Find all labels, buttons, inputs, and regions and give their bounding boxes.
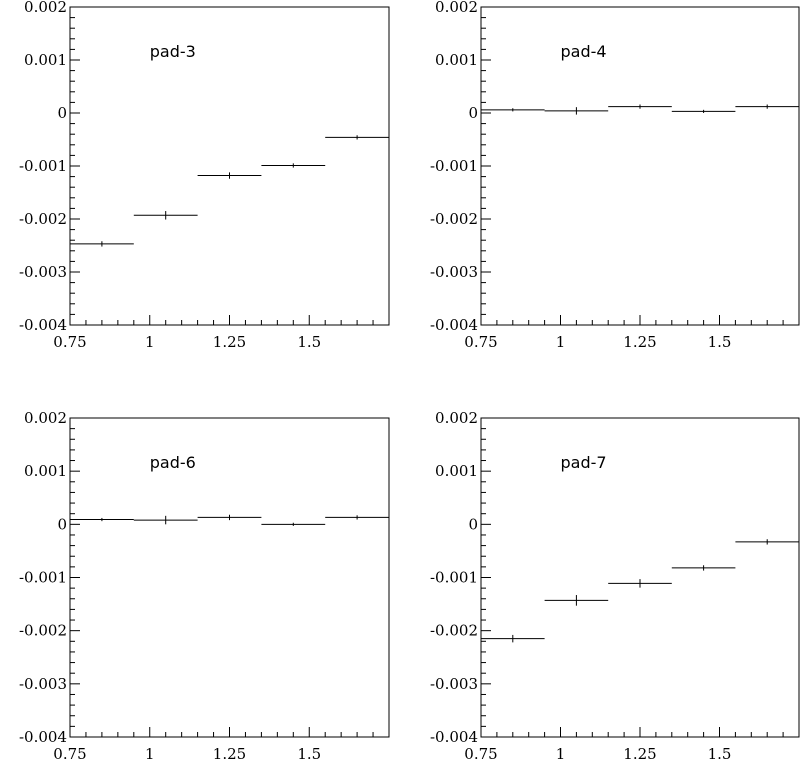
pad-label: pad-4 xyxy=(561,42,607,61)
plot-frame xyxy=(69,6,390,326)
data-point xyxy=(608,104,672,109)
data-point xyxy=(261,522,326,526)
x-tick-label: 1 xyxy=(145,333,155,351)
x-tick-label: 0.75 xyxy=(464,333,497,351)
x-tick-label: 1.25 xyxy=(213,745,246,760)
plot-frame xyxy=(480,6,800,326)
y-tick-label: -0.004 xyxy=(430,316,478,334)
y-tick-label: 0.001 xyxy=(435,51,478,69)
x-tick-label: 1.5 xyxy=(297,333,321,351)
data-point xyxy=(197,172,262,179)
data-point xyxy=(261,163,326,168)
x-tick-label: 1 xyxy=(145,745,155,760)
data-point xyxy=(70,241,134,247)
data-point xyxy=(671,109,736,113)
pad-label: pad-7 xyxy=(561,453,607,472)
y-tick-label: -0.003 xyxy=(19,675,67,693)
plot-frame xyxy=(480,417,800,738)
y-tick-label: 0.001 xyxy=(435,462,478,480)
y-tick-label: 0.001 xyxy=(24,51,67,69)
y-tick-label: -0.004 xyxy=(19,316,67,334)
y-tick-label: 0.002 xyxy=(435,0,478,16)
y-tick-label: -0.002 xyxy=(430,210,478,228)
y-tick-label: -0.001 xyxy=(19,569,67,587)
y-tick-label: -0.002 xyxy=(430,622,478,640)
data-point xyxy=(671,565,736,571)
data-point xyxy=(481,108,545,112)
y-tick-label: -0.001 xyxy=(430,569,478,587)
y-tick-label: -0.001 xyxy=(19,157,67,175)
y-tick-label: -0.003 xyxy=(430,675,478,693)
x-tick-label: 1 xyxy=(556,745,566,760)
x-tick-label: 1.25 xyxy=(213,333,246,351)
y-tick-label: -0.004 xyxy=(19,728,67,746)
x-tick-label: 1.5 xyxy=(708,333,732,351)
data-point xyxy=(325,135,389,140)
y-tick-label: -0.002 xyxy=(19,622,67,640)
x-tick-label: 1.25 xyxy=(623,745,656,760)
x-tick-label: 1.5 xyxy=(708,745,732,760)
plot-frame xyxy=(69,417,390,738)
data-point xyxy=(608,579,672,588)
x-tick-label: 0.75 xyxy=(464,745,497,760)
data-point xyxy=(481,634,545,643)
x-tick-label: 0.75 xyxy=(53,745,86,760)
x-tick-label: 1.25 xyxy=(623,333,656,351)
data-point xyxy=(197,514,262,521)
data-point xyxy=(735,539,799,545)
y-tick-label: 0.002 xyxy=(24,409,67,427)
y-tick-label: 0 xyxy=(57,515,67,533)
x-tick-label: 0.75 xyxy=(53,333,86,351)
data-point xyxy=(133,211,198,220)
y-tick-label: -0.004 xyxy=(430,728,478,746)
y-tick-label: 0.002 xyxy=(24,0,67,16)
y-tick-label: -0.003 xyxy=(19,263,67,281)
data-point xyxy=(544,107,609,115)
y-tick-label: 0 xyxy=(468,515,478,533)
y-tick-label: 0 xyxy=(57,104,67,122)
y-tick-label: 0.002 xyxy=(435,409,478,427)
data-point xyxy=(544,595,609,606)
x-tick-label: 1.5 xyxy=(297,745,321,760)
data-point xyxy=(735,104,799,109)
y-tick-label: 0 xyxy=(468,104,478,122)
data-point xyxy=(133,515,198,525)
y-tick-label: -0.003 xyxy=(430,263,478,281)
pad-label: pad-3 xyxy=(150,42,196,61)
y-tick-label: -0.001 xyxy=(430,157,478,175)
y-tick-label: -0.002 xyxy=(19,210,67,228)
pad-label: pad-6 xyxy=(150,453,196,472)
data-point xyxy=(70,517,134,522)
x-tick-label: 1 xyxy=(556,333,566,351)
data-point xyxy=(325,515,389,520)
y-tick-label: 0.001 xyxy=(24,462,67,480)
